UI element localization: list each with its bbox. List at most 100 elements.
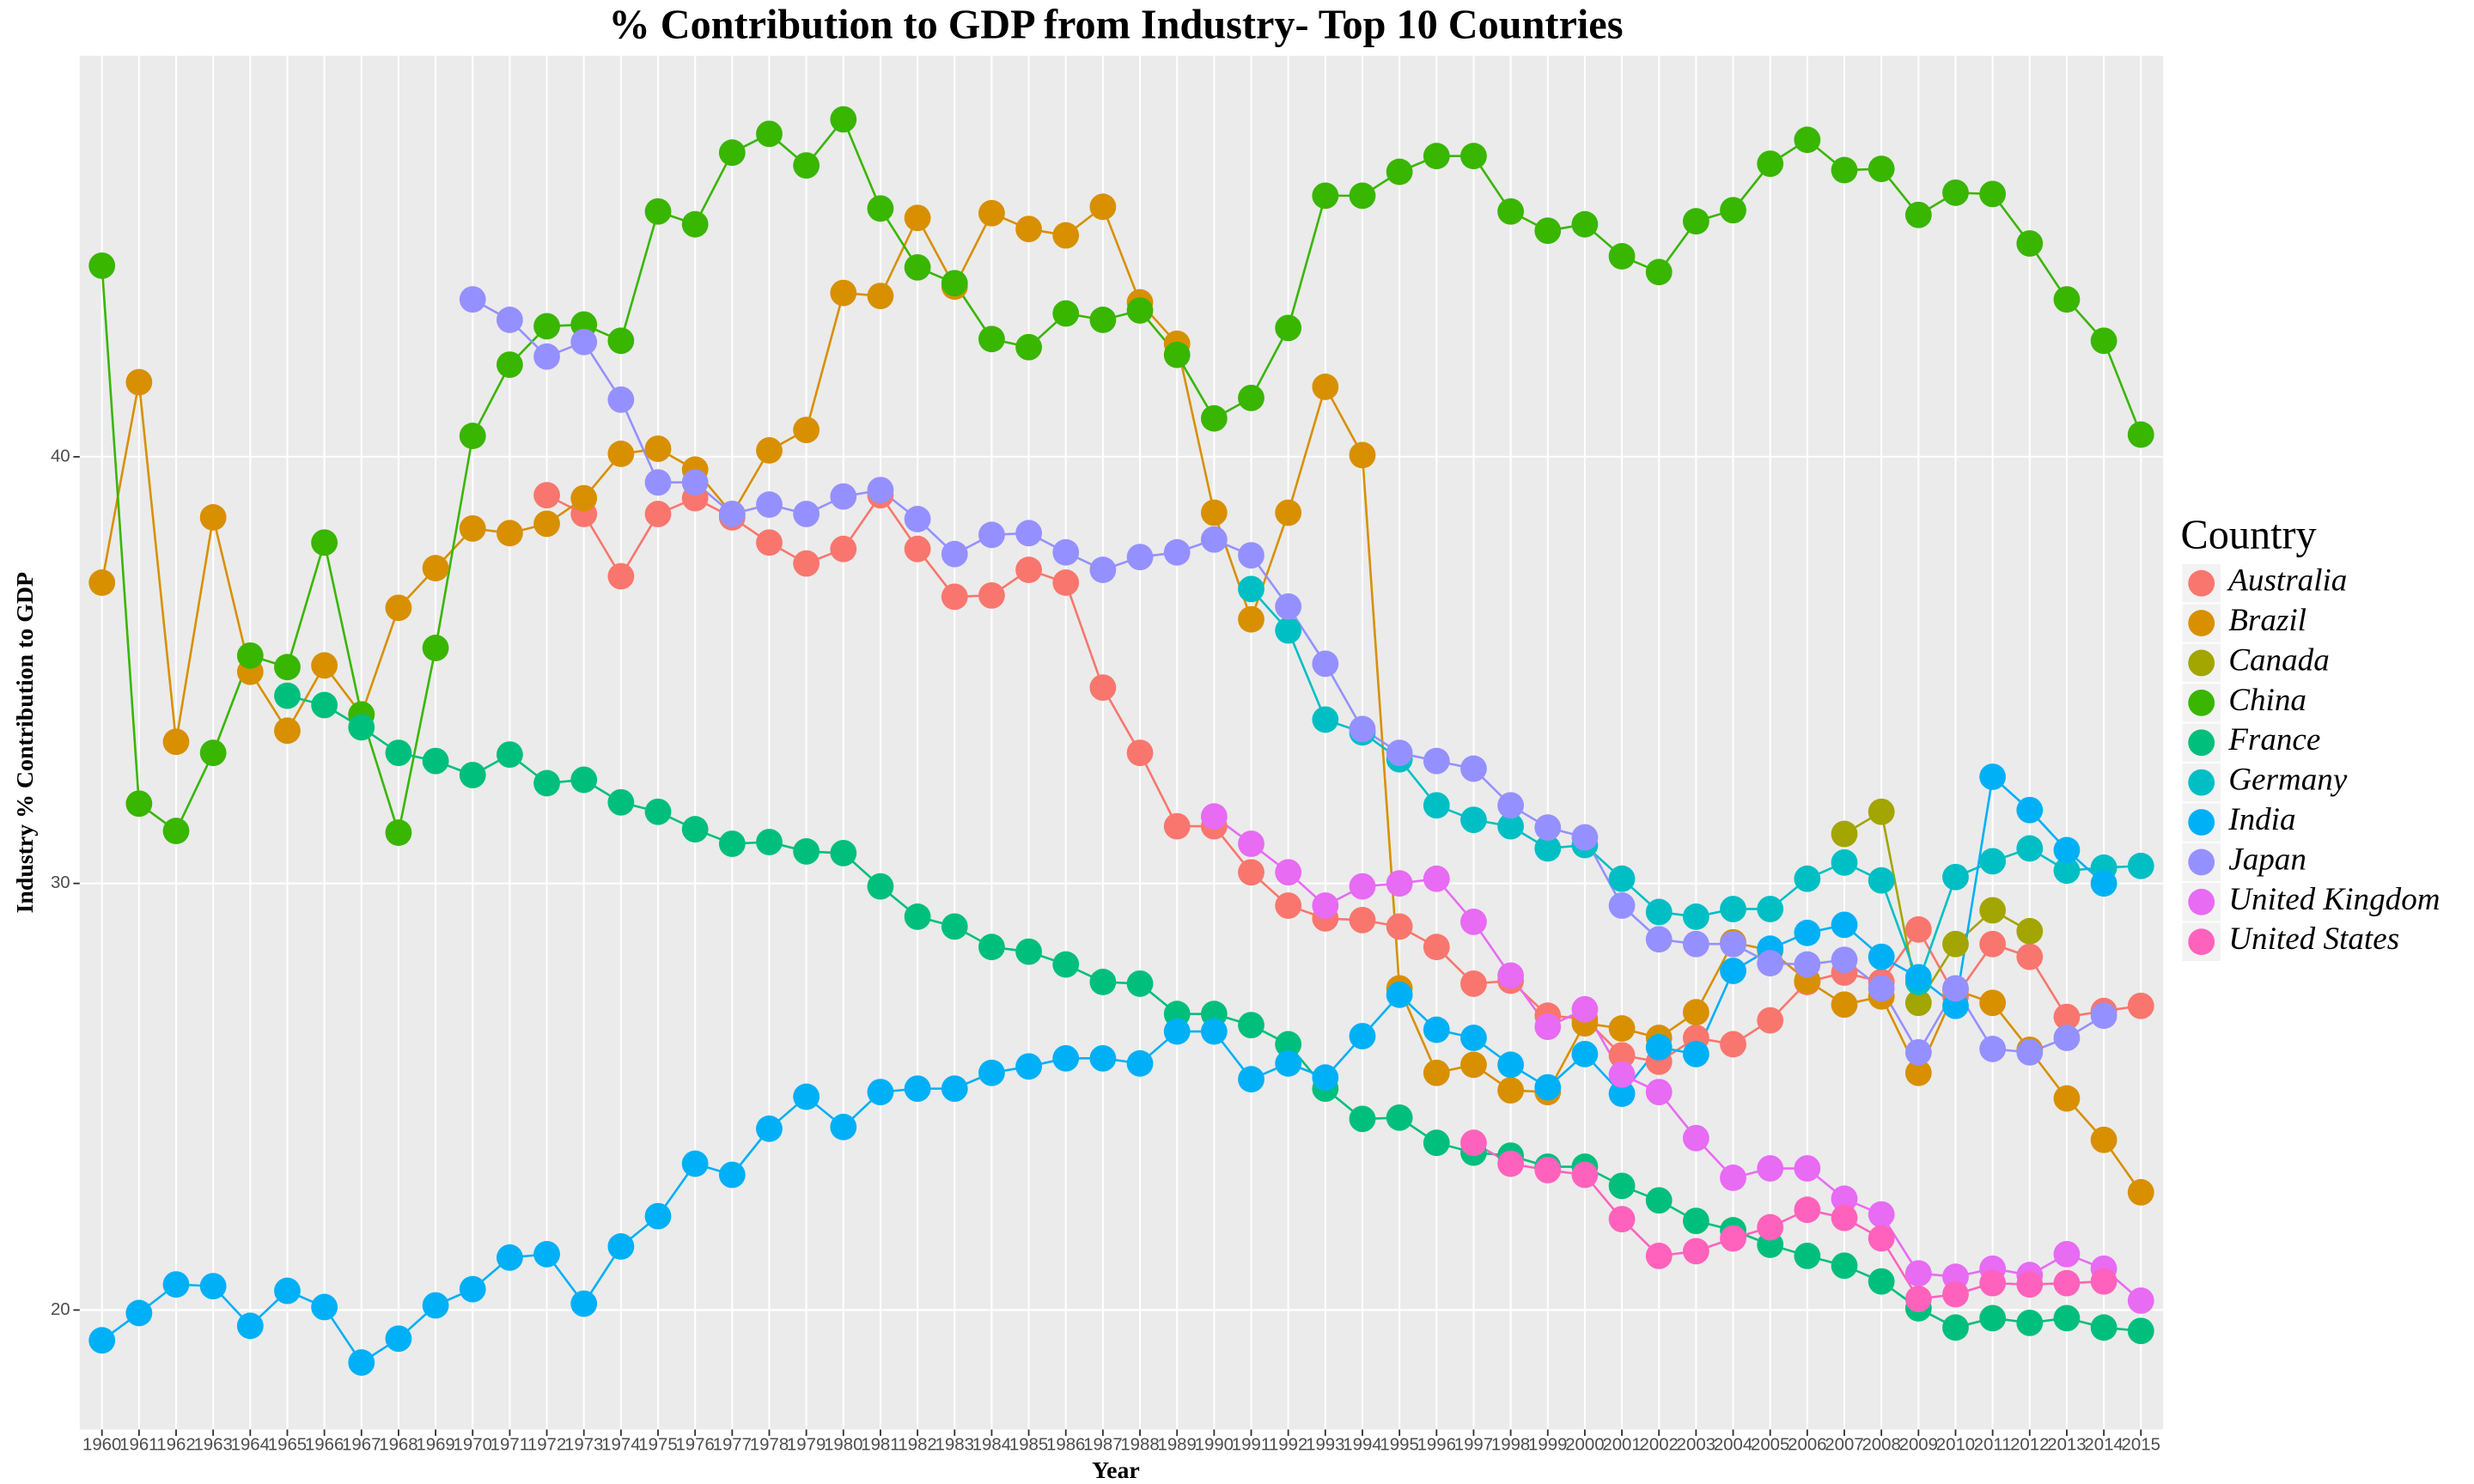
data-point: [2090, 1126, 2118, 1153]
data-point: [607, 327, 635, 355]
data-point: [1312, 374, 1339, 400]
legend-label: Canada: [2228, 642, 2330, 678]
data-point: [2053, 1269, 2081, 1297]
data-point: [644, 469, 672, 496]
data-point: [1904, 1038, 1932, 1066]
data-point: [1794, 919, 1821, 946]
data-point: [904, 903, 931, 930]
x-tick-label: 2007: [1825, 1435, 1863, 1454]
data-point: [1460, 1129, 1487, 1157]
data-point: [1979, 848, 2007, 875]
legend-label: China: [2228, 683, 2306, 718]
data-point: [533, 343, 560, 370]
data-point: [2090, 327, 2118, 355]
data-point: [1682, 930, 1709, 958]
y-tick-label: 40: [51, 447, 70, 465]
data-point: [1904, 1286, 1932, 1312]
data-point: [756, 437, 783, 464]
data-point: [1349, 873, 1376, 900]
data-point: [756, 829, 783, 855]
legend-marker: [2188, 729, 2215, 757]
data-point: [311, 1293, 338, 1321]
data-point: [1608, 1042, 1636, 1069]
data-point: [1794, 1242, 1821, 1269]
data-point: [681, 1150, 709, 1177]
data-point: [2053, 1003, 2081, 1031]
data-point: [1163, 538, 1191, 566]
data-point: [2016, 796, 2044, 824]
data-point: [1460, 970, 1487, 997]
data-point: [496, 1244, 523, 1271]
x-tick-label: 1991: [1232, 1435, 1271, 1454]
data-point: [756, 120, 783, 148]
legend-label: United States: [2228, 921, 2399, 957]
data-point: [830, 483, 857, 510]
legend-marker: [2188, 769, 2215, 796]
data-point: [2016, 230, 2044, 257]
data-point: [1238, 384, 1264, 411]
data-point: [1979, 1036, 2007, 1062]
data-point: [1163, 1018, 1191, 1045]
data-point: [422, 747, 449, 775]
x-tick-label: 1964: [231, 1435, 270, 1454]
data-point: [311, 652, 338, 679]
data-point: [459, 1275, 486, 1303]
data-point: [1460, 1051, 1487, 1079]
data-point: [1163, 812, 1191, 840]
data-point: [1720, 1031, 1746, 1058]
x-tick-label: 2008: [1862, 1435, 1900, 1454]
data-point: [1275, 593, 1302, 620]
points: [88, 106, 2154, 1376]
data-point: [1868, 1225, 1895, 1252]
data-point: [830, 1113, 857, 1140]
legend-label: France: [2227, 722, 2320, 757]
data-point: [1312, 1064, 1339, 1092]
data-point: [1608, 1015, 1636, 1042]
data-point: [1052, 222, 1080, 249]
data-point: [2016, 1038, 2044, 1066]
data-point: [1534, 217, 1562, 245]
data-point: [867, 1079, 894, 1105]
data-point: [1200, 404, 1228, 432]
data-point: [385, 739, 412, 767]
data-point: [1571, 1040, 1599, 1067]
data-point: [1126, 739, 1154, 767]
x-tick-label: 1974: [601, 1435, 640, 1454]
legend-label: India: [2227, 802, 2295, 837]
legend-marker: [2188, 928, 2215, 956]
data-point: [607, 1233, 635, 1260]
data-point: [1497, 812, 1525, 840]
legend-title: Country: [2181, 512, 2317, 557]
data-point: [978, 934, 1005, 961]
data-point: [1015, 938, 1042, 965]
x-tick-label: 1971: [491, 1435, 529, 1454]
x-tick-label: 1990: [1195, 1435, 1234, 1454]
data-point: [793, 1083, 820, 1110]
data-point: [385, 819, 412, 846]
data-point: [1682, 903, 1709, 930]
data-point: [1831, 1185, 1858, 1213]
data-point: [1831, 820, 1858, 848]
data-point: [1979, 930, 2007, 958]
data-point: [422, 635, 449, 661]
data-point: [1868, 155, 1895, 182]
x-tick-label: 2014: [2084, 1435, 2123, 1454]
x-tick-label: 1984: [972, 1435, 1011, 1454]
data-point: [2127, 992, 2154, 1019]
data-point: [1831, 946, 1858, 973]
data-point: [830, 840, 857, 867]
data-point: [1757, 1213, 1784, 1241]
x-tick-label: 1999: [1528, 1435, 1567, 1454]
data-point: [496, 520, 523, 547]
data-point: [1423, 143, 1450, 170]
data-point: [1015, 333, 1042, 361]
data-point: [1015, 1053, 1042, 1080]
data-point: [236, 1312, 264, 1340]
data-point: [904, 506, 931, 532]
data-point: [570, 766, 598, 794]
data-point: [1497, 1051, 1525, 1079]
data-point: [718, 1161, 746, 1189]
data-point: [422, 555, 449, 581]
data-point: [1349, 441, 1376, 469]
